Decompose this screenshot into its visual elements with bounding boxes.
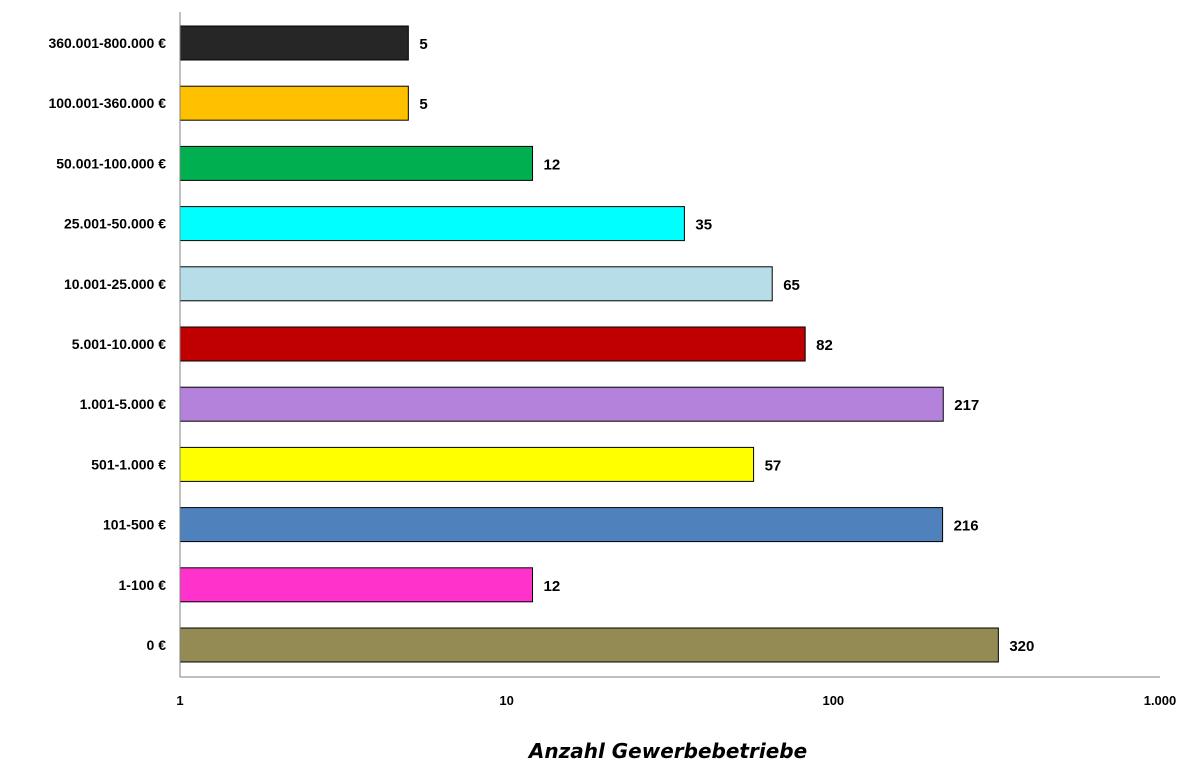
value-label: 216 [954,518,979,535]
category-label: 100.001-360.000 € [48,95,166,111]
bar [179,567,534,603]
value-label: 5 [419,96,427,113]
category-label: 50.001-100.000 € [56,155,166,171]
x-tick-label: 1 [176,693,183,708]
category-label: 0 € [147,637,167,653]
value-label: 35 [695,217,712,234]
bar [179,446,755,482]
bar [179,85,409,121]
value-label: 5 [419,36,427,53]
category-label: 360.001-800.000 € [48,35,166,51]
bar [179,25,409,61]
value-label: 82 [816,337,833,354]
x-axis-title: Anzahl Gewerbebetriebe [527,739,807,763]
x-tick-label: 100 [822,693,844,708]
x-tick-labels: 1 10 100 1.000 [176,693,1176,708]
category-label: 1-100 € [119,577,167,593]
bar [179,386,944,422]
bar [179,627,999,663]
category-label: 1.001-5.000 € [80,396,167,412]
value-label: 65 [783,277,800,294]
value-label: 217 [954,397,979,414]
category-label: 25.001-50.000 € [64,216,166,232]
x-tick-label: 10 [499,693,513,708]
value-label: 12 [544,578,561,595]
category-label: 101-500 € [103,517,166,533]
bar [179,266,773,302]
labels-layer: 360.001-800.000 € 5 100.001-360.000 € 5 50.0… [48,35,1034,655]
bar [179,326,806,362]
value-label: 57 [765,457,782,474]
category-label: 10.001-25.000 € [64,276,166,292]
bar [179,507,944,543]
category-label: 501-1.000 € [91,456,166,472]
value-label: 12 [544,156,561,173]
category-label: 5.001-10.000 € [72,336,166,352]
value-label: 320 [1009,638,1034,655]
x-tick-label: 1.000 [1144,693,1177,708]
bar [179,145,534,181]
bars-layer [179,25,999,663]
bar [179,206,685,242]
